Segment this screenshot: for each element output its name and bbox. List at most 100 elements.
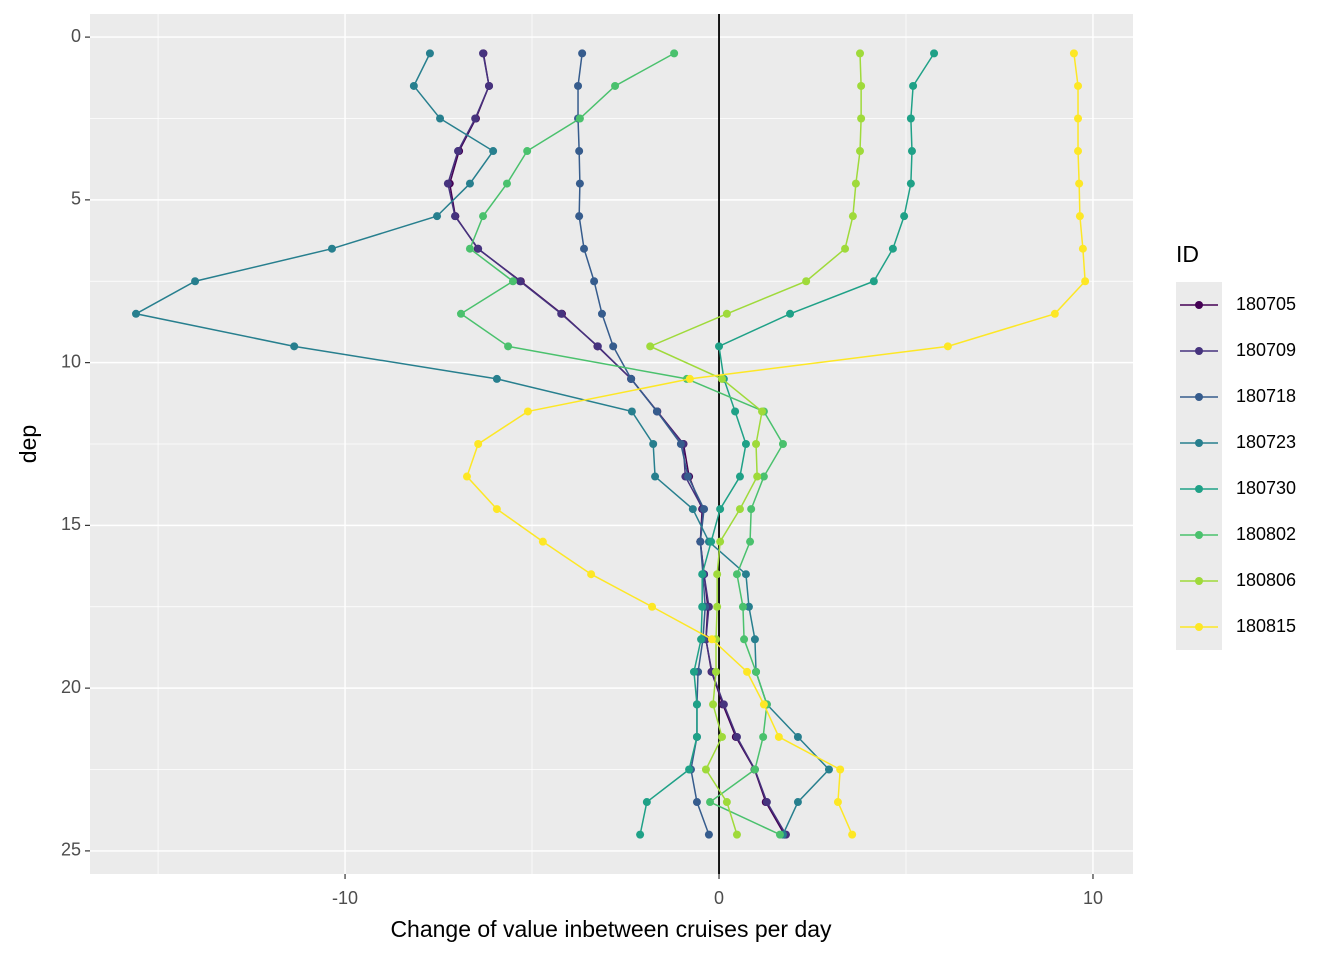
data-point — [707, 537, 716, 546]
data-point — [746, 537, 755, 546]
data-point — [692, 732, 701, 741]
legend-keys — [1176, 282, 1222, 650]
data-point — [611, 81, 620, 90]
data-point — [523, 147, 532, 156]
data-point — [900, 212, 909, 221]
data-point — [753, 472, 762, 481]
data-point — [436, 114, 445, 123]
data-point — [715, 342, 724, 351]
data-point — [759, 700, 768, 709]
y-tick-label: 0 — [71, 26, 81, 46]
data-point — [856, 49, 865, 58]
data-point — [1078, 244, 1087, 253]
data-point — [1081, 277, 1090, 286]
data-point — [590, 277, 599, 286]
data-point — [685, 374, 694, 383]
legend-point — [1195, 347, 1203, 355]
data-point — [696, 537, 705, 546]
data-point — [453, 147, 462, 156]
y-tick-label: 25 — [61, 840, 81, 860]
data-point — [676, 440, 685, 448]
data-point — [479, 49, 488, 58]
data-point — [713, 602, 722, 611]
data-point — [474, 244, 483, 253]
data-point — [575, 147, 584, 156]
data-point — [191, 277, 200, 286]
data-point — [752, 667, 761, 676]
data-point — [719, 700, 728, 709]
data-point — [578, 49, 587, 58]
data-point — [474, 440, 483, 448]
data-point — [833, 798, 842, 807]
y-axis-label: dep — [15, 425, 41, 463]
legend-label: 180815 — [1236, 616, 1296, 636]
legend-label: 180730 — [1236, 478, 1296, 498]
data-point — [479, 212, 488, 221]
data-point — [856, 147, 865, 156]
legend-label: 180709 — [1236, 340, 1296, 360]
data-point — [131, 309, 140, 318]
data-point — [689, 667, 698, 676]
data-point — [465, 244, 474, 253]
y-tick-label: 20 — [61, 677, 81, 697]
data-point — [848, 830, 857, 839]
data-point — [741, 440, 750, 448]
data-point — [692, 798, 701, 807]
data-point — [574, 81, 583, 90]
data-point — [1050, 309, 1059, 318]
x-tick-label: -10 — [332, 888, 358, 908]
y-tick-label: 5 — [71, 189, 81, 209]
data-point — [906, 114, 915, 123]
data-point — [1074, 81, 1083, 90]
x-axis-label: Change of value inbetween cruises per da… — [390, 916, 832, 942]
data-point — [516, 277, 525, 286]
data-point — [774, 732, 783, 741]
data-point — [1075, 212, 1084, 221]
x-tick-label: 10 — [1083, 888, 1103, 908]
data-point — [718, 732, 727, 741]
data-point — [752, 440, 761, 448]
data-point — [502, 179, 511, 188]
data-point — [701, 765, 710, 774]
data-point — [841, 244, 850, 253]
data-point — [327, 244, 336, 253]
data-point — [716, 505, 725, 514]
data-point — [697, 635, 706, 644]
data-point — [593, 342, 602, 351]
data-point — [508, 277, 517, 286]
legend-label: 180723 — [1236, 432, 1296, 452]
data-point — [712, 667, 721, 676]
data-point — [587, 570, 596, 579]
data-point — [1074, 114, 1083, 123]
legend-point — [1195, 577, 1203, 585]
legend-point — [1195, 301, 1203, 309]
data-point — [750, 635, 759, 644]
legend-point — [1195, 439, 1203, 447]
data-point — [704, 830, 713, 839]
data-point — [575, 212, 584, 221]
data-point — [471, 114, 480, 123]
legend-point — [1195, 623, 1203, 631]
legend-point — [1195, 485, 1203, 493]
data-point — [648, 602, 657, 611]
data-point — [649, 440, 658, 448]
data-point — [409, 81, 418, 90]
data-point — [907, 147, 916, 156]
data-point — [793, 798, 802, 807]
data-point — [492, 505, 501, 514]
data-point — [735, 505, 744, 514]
data-point — [778, 440, 787, 448]
data-point — [642, 798, 651, 807]
legend-point — [1195, 531, 1203, 539]
data-point — [290, 342, 299, 351]
data-point — [747, 505, 756, 514]
data-point — [707, 635, 716, 644]
data-point — [462, 472, 471, 481]
data-point — [930, 49, 939, 58]
data-point — [652, 407, 661, 416]
data-point — [709, 700, 718, 709]
data-point — [465, 179, 474, 188]
data-point — [706, 798, 715, 807]
data-point — [888, 244, 897, 253]
